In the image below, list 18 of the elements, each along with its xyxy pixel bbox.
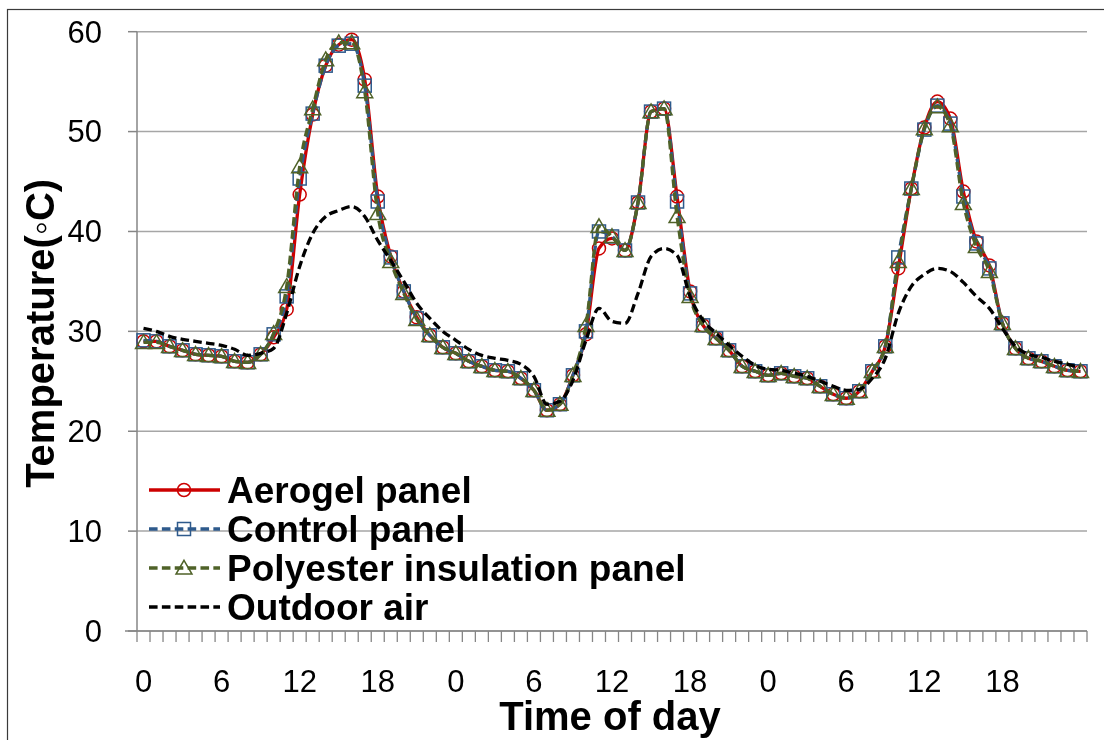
y-tick-label: 40 xyxy=(67,214,102,250)
x-tick-label: 0 xyxy=(759,664,777,699)
y-tick-label: 10 xyxy=(67,513,102,549)
y-axis-title: Temperature(◦C) xyxy=(18,178,62,488)
x-tick-label: 12 xyxy=(907,664,942,699)
x-tick-label: 18 xyxy=(360,664,395,699)
x-tick-label: 0 xyxy=(134,664,153,699)
y-tick-label: 50 xyxy=(67,114,102,150)
x-tick-label: 0 xyxy=(447,664,465,699)
y-tick-label: 0 xyxy=(84,613,102,649)
x-tick-label: 6 xyxy=(837,664,855,699)
legend-label: Aerogel panel xyxy=(227,470,472,512)
y-tick-label: 60 xyxy=(67,14,102,50)
y-tick-label: 30 xyxy=(67,314,102,350)
x-tick-label: 12 xyxy=(282,664,317,699)
x-tick-label: 18 xyxy=(985,664,1020,699)
y-tick-label: 20 xyxy=(67,414,102,450)
x-tick-label: 6 xyxy=(212,664,231,699)
